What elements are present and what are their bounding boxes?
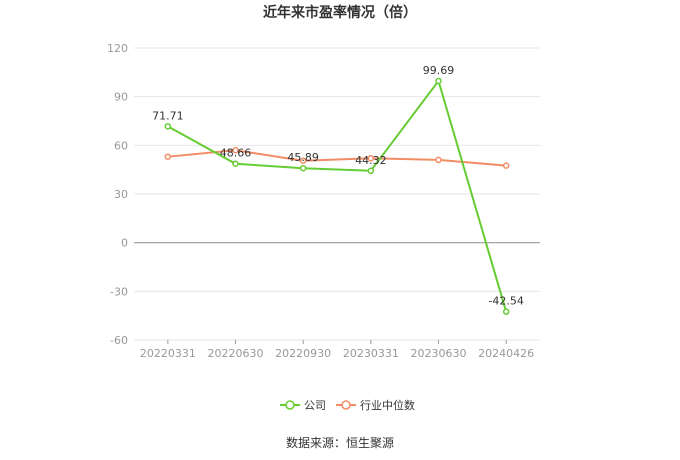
legend-swatch-marker xyxy=(341,400,351,410)
y-tick-label: 90 xyxy=(114,91,128,104)
legend[interactable]: 公司 行业中位数 xyxy=(280,398,415,412)
series-line-0 xyxy=(167,78,508,312)
data-label: 45.89 xyxy=(287,151,319,164)
legend-item-0[interactable]: 公司 xyxy=(280,399,326,412)
x-tick-label: 20220630 xyxy=(208,347,264,360)
data-point[interactable] xyxy=(232,160,239,167)
y-tick-label: -60 xyxy=(110,334,128,347)
y-tick-label: 120 xyxy=(107,42,128,55)
data-point[interactable] xyxy=(502,308,510,315)
data-point[interactable] xyxy=(367,155,375,162)
data-point[interactable] xyxy=(164,123,172,130)
data-point[interactable] xyxy=(299,157,307,164)
y-tick-label: -30 xyxy=(110,285,128,298)
legend-item-1[interactable]: 行业中位数 xyxy=(336,398,415,412)
x-tick-label: 20220930 xyxy=(275,347,331,360)
legend-swatch-marker xyxy=(285,400,295,410)
data-point[interactable] xyxy=(232,146,239,154)
data-point[interactable] xyxy=(502,162,510,169)
data-label: 99.69 xyxy=(423,64,455,77)
grid-lines xyxy=(134,47,540,341)
x-tick-label: 20230331 xyxy=(343,347,399,360)
x-tick-label: 20220331 xyxy=(140,347,196,360)
series-line-1 xyxy=(167,149,507,167)
y-tick-label: 60 xyxy=(114,139,128,152)
y-tick-label: 30 xyxy=(114,188,128,201)
x-tick-label: 20230630 xyxy=(411,347,467,360)
data-point[interactable] xyxy=(435,156,442,164)
y-tick-label: 0 xyxy=(121,237,128,250)
data-labels: 71.71 48.66 45.89 44.32 99.69 -42.54 xyxy=(152,64,524,308)
data-label: 48.66 xyxy=(220,147,252,160)
data-label: -42.54 xyxy=(488,295,523,308)
data-label: 71.71 xyxy=(152,109,184,122)
data-label: 44.32 xyxy=(355,154,387,167)
legend-label: 公司 xyxy=(304,399,326,412)
source-note: 数据来源：恒生聚源 xyxy=(286,435,394,450)
y-axis-ticks: 120 90 60 30 0 -30 -60 xyxy=(107,42,128,347)
data-point[interactable] xyxy=(299,164,307,172)
data-point[interactable] xyxy=(435,77,442,85)
series-layer xyxy=(164,77,510,315)
data-point[interactable] xyxy=(164,153,172,160)
data-point[interactable] xyxy=(367,167,375,175)
chart-title: 近年来市盈率情况（倍） xyxy=(263,4,417,21)
x-axis-ticks: 20220331 20220630 20220930 20230331 20230630… xyxy=(140,340,534,360)
x-tick-label: 20240426 xyxy=(478,347,534,360)
legend-label: 行业中位数 xyxy=(360,398,415,412)
